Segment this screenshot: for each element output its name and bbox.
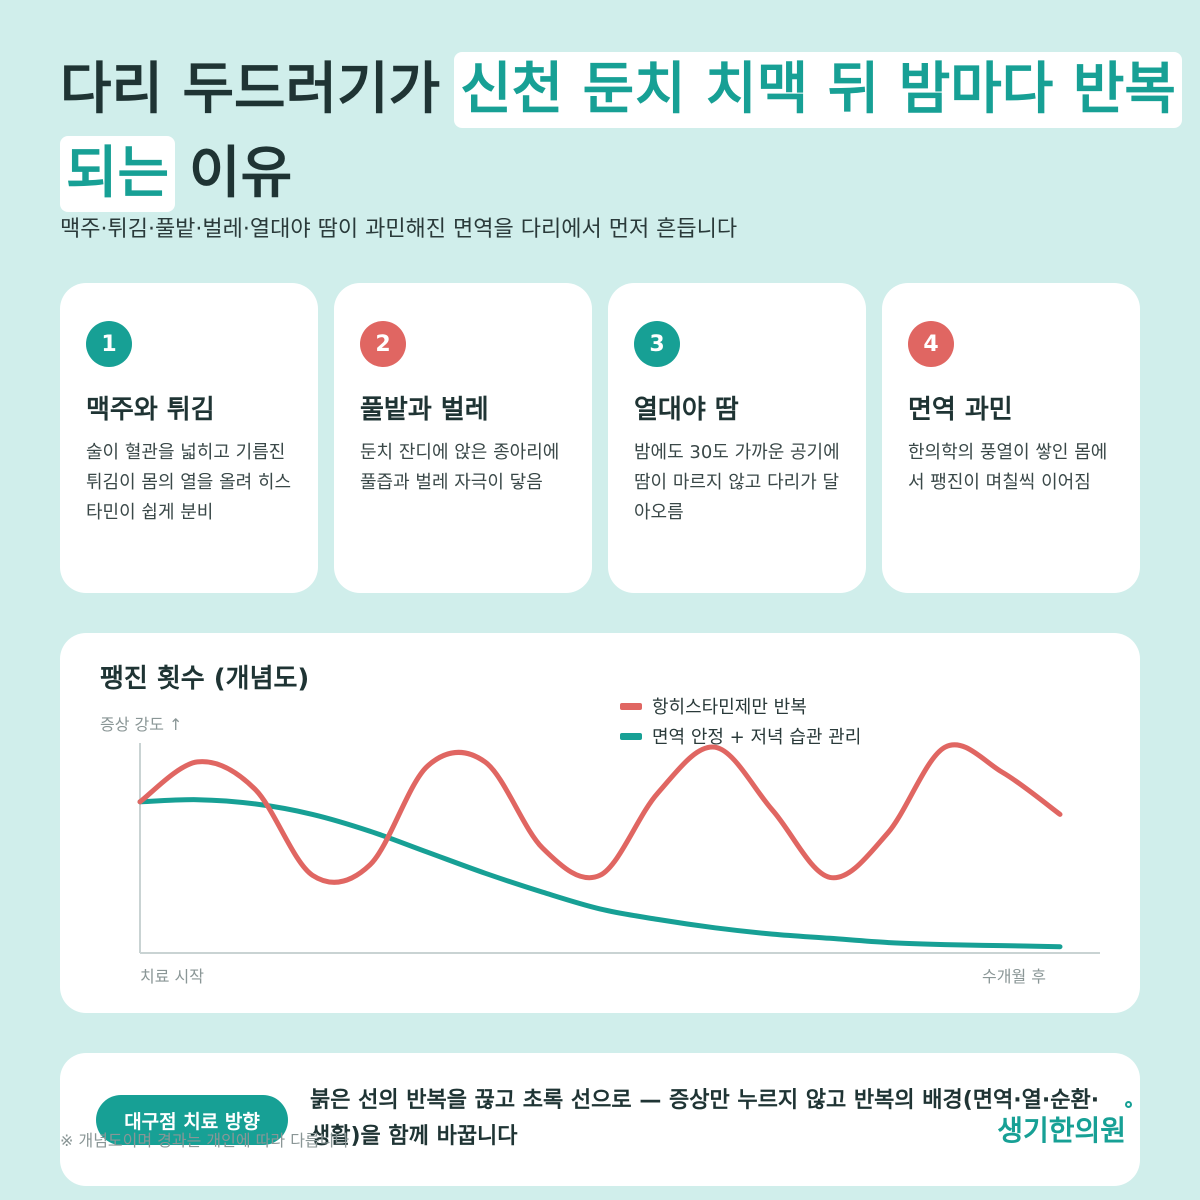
series-line-teal: [137, 797, 1063, 950]
cause-card-4: 4 면역 과민 한의학의 풍열이 쌓인 몸에서 팽진이 며칠씩 이어짐: [882, 283, 1140, 593]
card-text: 술이 혈관을 넓히고 기름진 튀김이 몸의 열을 올려 히스타민이 쉽게 분비: [86, 442, 292, 523]
legend-label: 항히스타민제만 반복: [652, 697, 807, 718]
subtitle: 맥주·튀김·풀밭·벌레·열대야 땀이 과민해진 면역을 다리에서 먼저 흔듭니다: [60, 217, 738, 242]
cause-card-1: 1 맥주와 튀김 술이 혈관을 넓히고 기름진 튀김이 몸의 열을 올려 히스타…: [60, 283, 318, 593]
title-plain-2: 이유: [189, 141, 293, 206]
legend-item-teal: 면역 안정 + 저녁 습관 관리: [620, 721, 861, 751]
page-title: 다리 두드러기가 신천 둔치 치맥 뒤 밤마다 반복 되는 이유: [60, 52, 1182, 220]
title-highlight: 신천 둔치 치맥 뒤 밤마다 반복: [454, 52, 1182, 128]
chart-title: 팽진 횟수 (개념도): [100, 664, 310, 694]
chart-card: 팽진 횟수 (개념도) 증상 강도 ↑ 항히스타민제만 반복 면역 안정 + 저…: [60, 633, 1140, 1013]
x-start-label: 치료 시작: [140, 967, 204, 986]
footer-message: 붉은 선의 반복을 끊고 초록 선으로 — 증상만 누르지 않고 반복의 배경(…: [310, 1088, 1100, 1149]
footer-card: 대구점 치료 방향 붉은 선의 반복을 끊고 초록 선으로 — 증상만 누르지 …: [60, 1053, 1140, 1186]
title-line-1: 다리 두드러기가 신천 둔치 치맥 뒤 밤마다 반복: [60, 52, 1182, 128]
card-title: 면역 과민: [908, 395, 1013, 425]
title-plain: 다리 두드러기가: [60, 57, 441, 122]
card-text: 밤에도 30도 가까운 공기에 땀이 마르지 않고 다리가 달아오름: [634, 442, 840, 523]
title-highlight-2: 되는: [60, 136, 176, 212]
logo-dot-icon: [1125, 1101, 1132, 1108]
legend-swatch-teal: [620, 732, 642, 740]
series-line-red: [137, 742, 1063, 885]
card-text: 둔치 잔디에 앉은 종아리에 풀즙과 벌레 자극이 닿음: [360, 442, 560, 493]
chart-legend: 항히스타민제만 반복 면역 안정 + 저녁 습관 관리: [620, 691, 861, 751]
legend-item-red: 항히스타민제만 반복: [620, 691, 861, 721]
cause-card-2: 2 풀밭과 벌레 둔치 잔디에 앉은 종아리에 풀즙과 벌레 자극이 닿음: [334, 283, 592, 593]
card-title: 맥주와 튀김: [86, 395, 215, 425]
clinic-logo: 생기한의원: [997, 1101, 1132, 1149]
treatment-badge: 대구점 치료 방향: [96, 1095, 288, 1145]
number-badge: 3: [634, 321, 680, 367]
x-end-label: 수개월 후: [982, 967, 1046, 986]
chart-plot: [137, 742, 1100, 954]
y-axis-label: 증상 강도 ↑: [100, 715, 183, 734]
card-text: 한의학의 풍열이 쌓인 몸에서 팽진이 며칠씩 이어짐: [908, 442, 1108, 493]
legend-swatch-red: [620, 702, 642, 710]
card-title: 풀밭과 벌레: [360, 395, 489, 425]
card-title: 열대야 땀: [634, 395, 739, 425]
number-badge: 4: [908, 321, 954, 367]
logo-text: 생기한의원: [997, 1114, 1126, 1147]
cause-card-3: 3 열대야 땀 밤에도 30도 가까운 공기에 땀이 마르지 않고 다리가 달아…: [608, 283, 866, 593]
legend-label: 면역 안정 + 저녁 습관 관리: [652, 727, 862, 748]
title-line-2: 되는 이유: [60, 136, 1160, 212]
number-badge: 2: [360, 321, 406, 367]
number-badge: 1: [86, 321, 132, 367]
footnote: ※ 개념도이며 경과는 개인에 따라 다릅니다: [60, 1131, 350, 1150]
